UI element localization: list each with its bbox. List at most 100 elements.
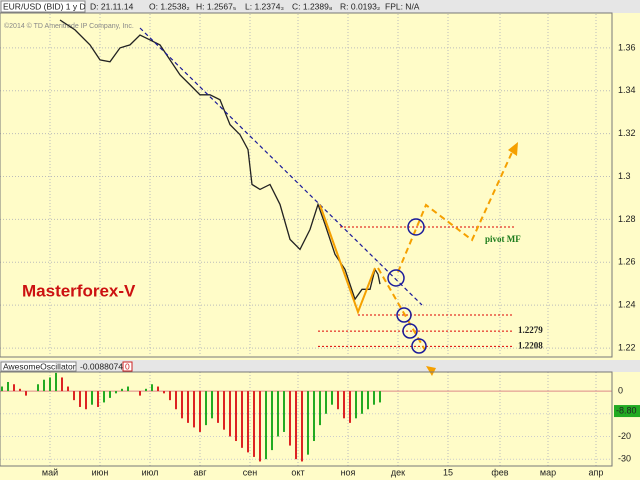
orange-up xyxy=(397,147,515,273)
osc-bar xyxy=(349,391,351,423)
osc-bar xyxy=(49,377,51,392)
osc-bar xyxy=(199,391,201,432)
circle xyxy=(396,307,412,323)
osc-bar xyxy=(247,391,249,453)
osc-bar xyxy=(61,377,63,392)
osc-name: AwesomeOscillator xyxy=(3,361,76,371)
osc-bar xyxy=(361,391,363,414)
osc-bar xyxy=(271,391,273,451)
y-tick-label: 1.36 xyxy=(618,42,636,52)
orange-wave xyxy=(319,204,376,315)
osc-bar xyxy=(301,391,303,462)
osc-bar xyxy=(13,384,15,392)
watermark: Masterforex-V xyxy=(22,281,136,300)
x-tick-label: апр xyxy=(589,467,604,477)
osc-bar xyxy=(355,391,357,419)
osc-bar xyxy=(229,391,231,437)
pivot-label: pivot MF xyxy=(485,234,521,244)
y-tick-label: 1.34 xyxy=(618,85,636,95)
x-tick-label: дек xyxy=(391,467,405,477)
osc-bar xyxy=(253,391,255,457)
osc-bar xyxy=(91,391,93,405)
osc-bar xyxy=(379,391,381,403)
y-tick-label: 0 xyxy=(618,385,623,395)
osc-bar xyxy=(43,379,45,392)
osc-bar xyxy=(187,391,189,423)
osc-bar xyxy=(115,391,117,394)
osc-bar xyxy=(37,384,39,392)
y-tick-label: 1.26 xyxy=(618,257,636,267)
osc-bar xyxy=(373,391,375,405)
osc-bar xyxy=(211,391,213,419)
low: L: 1.2374₃ xyxy=(245,1,284,11)
osc-bar xyxy=(97,391,99,407)
osc-bar xyxy=(145,388,147,392)
symbol-box[interactable] xyxy=(0,0,86,13)
osc-bar xyxy=(7,381,9,392)
x-tick-label: мар xyxy=(540,467,556,477)
osc-bar xyxy=(235,391,237,442)
osc-bar xyxy=(241,391,243,448)
osc-bar xyxy=(205,391,207,426)
x-tick-label: ноя xyxy=(341,467,356,477)
osc-offset-box xyxy=(122,361,133,372)
osc-bar xyxy=(193,391,195,428)
level-label: 1.2208 xyxy=(518,340,543,350)
symbol: EUR/USD (BID) 1 y D xyxy=(3,1,86,11)
y-tick-label: -20 xyxy=(618,431,631,441)
fpl: FPL: N/A xyxy=(385,1,420,11)
osc-bar xyxy=(79,391,81,407)
osc-bar xyxy=(367,391,369,410)
osc-bar xyxy=(289,391,291,446)
osc-bar xyxy=(181,391,183,419)
osc-bar xyxy=(55,372,57,392)
osc-bar xyxy=(169,391,171,401)
arrow-up xyxy=(508,142,518,156)
last-value-label: -8.80 xyxy=(616,405,637,415)
x-tick-label: май xyxy=(42,467,58,477)
osc-bar xyxy=(313,391,315,442)
range: R: 0.0193₂ xyxy=(340,1,380,11)
x-tick-label: июл xyxy=(142,467,159,477)
osc-bar xyxy=(121,388,123,392)
osc-bar xyxy=(127,386,129,392)
osc-bar xyxy=(67,386,69,392)
osc-bar xyxy=(19,388,21,392)
osc-header-bar xyxy=(0,360,640,372)
osc-bar xyxy=(319,391,321,426)
y-tick-label: 1.22 xyxy=(618,342,636,352)
osc-bar xyxy=(157,386,159,392)
osc-bar xyxy=(1,386,3,392)
high: H: 1.2567₅ xyxy=(196,1,236,11)
x-tick-label: сен xyxy=(243,467,258,477)
orange-down xyxy=(377,267,426,351)
arrow-down xyxy=(426,366,436,376)
y-tick-label: 1.32 xyxy=(618,128,636,138)
osc-value: -0.0088074 xyxy=(80,361,123,371)
header-bar xyxy=(0,0,640,13)
osc-bar xyxy=(337,391,339,410)
circle xyxy=(402,323,418,339)
osc-bar xyxy=(283,391,285,432)
close: C: 1.2389₈ xyxy=(292,1,333,11)
osc-bar xyxy=(163,391,165,394)
osc-bar xyxy=(223,391,225,430)
osc-bar xyxy=(343,391,345,419)
osc-bar xyxy=(307,391,309,455)
osc-bar xyxy=(73,391,75,401)
osc-bar xyxy=(85,391,87,410)
osc-bar xyxy=(295,391,297,460)
y-tick-label: -30 xyxy=(618,454,631,464)
circle xyxy=(407,218,425,236)
osc-bar xyxy=(151,384,153,392)
osc-bar xyxy=(139,391,141,396)
trend-line xyxy=(139,27,423,306)
osc-bar xyxy=(325,391,327,414)
osc-name-box[interactable] xyxy=(0,361,77,372)
osc-frame xyxy=(0,371,613,467)
osc-bar xyxy=(175,391,177,410)
osc-bar xyxy=(277,391,279,437)
osc-bar xyxy=(103,391,105,403)
x-tick-label: окт xyxy=(291,467,304,477)
x-tick-label: фев xyxy=(491,467,508,477)
